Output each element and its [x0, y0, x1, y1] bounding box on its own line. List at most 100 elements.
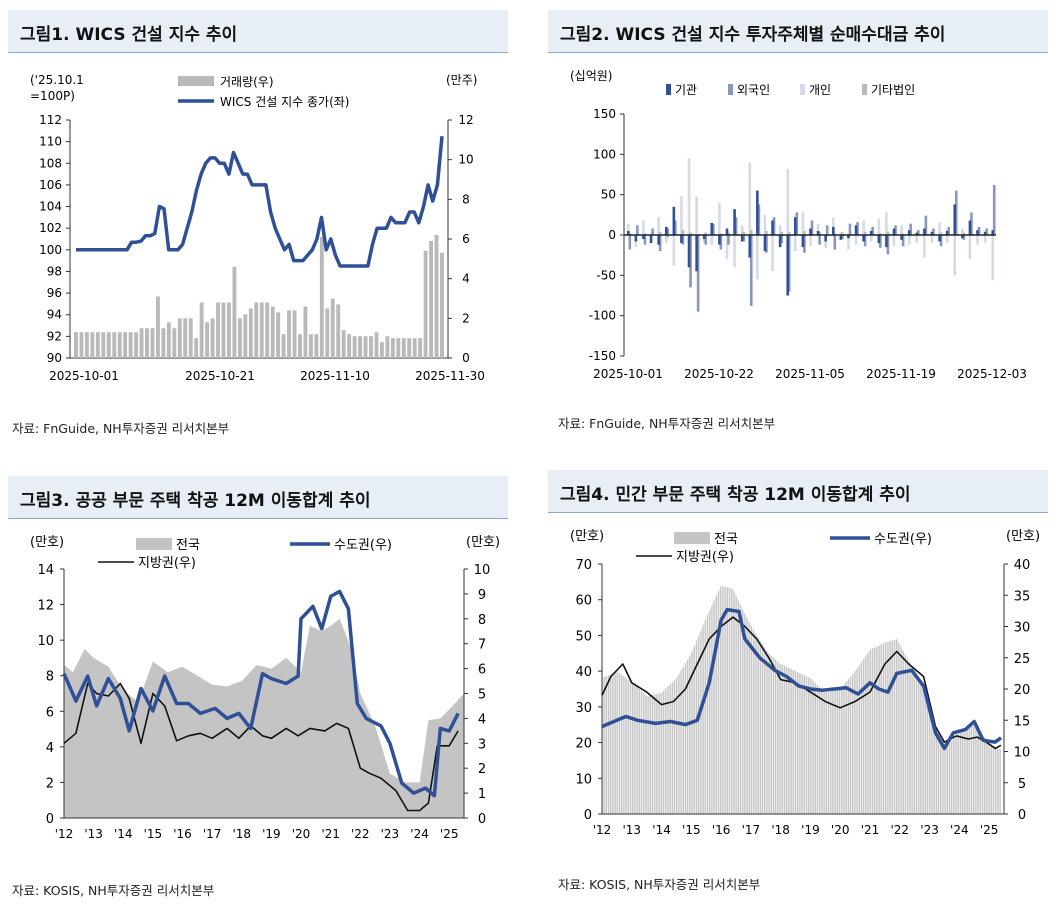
bar-0 — [725, 228, 729, 235]
bar-2 — [763, 214, 767, 235]
volume-bar — [292, 310, 297, 358]
bar-0 — [771, 220, 774, 235]
x-tick-label: '22 — [351, 827, 370, 841]
x-tick-label: '22 — [890, 823, 909, 837]
right-tick-label: 6 — [462, 232, 470, 246]
bar-1 — [674, 220, 677, 235]
bar-0 — [869, 230, 873, 235]
right-tick-label: 4 — [478, 712, 486, 727]
left-tick-label: 10 — [575, 772, 592, 787]
x-tick-label: 2025-10-21 — [185, 369, 255, 383]
volume-bar — [336, 304, 341, 358]
bar-0 — [968, 220, 972, 235]
right-tick-label: 5 — [478, 688, 486, 703]
bar-2 — [839, 231, 843, 235]
bar-2 — [877, 218, 881, 235]
bar-1 — [863, 235, 867, 247]
bar-2 — [847, 235, 850, 250]
right-tick-label: 8 — [462, 192, 470, 206]
x-tick-label: '15 — [144, 827, 163, 841]
volume-bar — [232, 266, 237, 358]
volume-bar — [112, 332, 117, 358]
legend-label-3: 기타법인 — [871, 83, 915, 97]
right-tick-label: 40 — [1014, 558, 1031, 573]
bar-0 — [801, 235, 805, 248]
volume-bar — [385, 336, 390, 358]
volume-bar — [128, 332, 133, 358]
right-tick-label: 2 — [478, 762, 486, 777]
bar-2 — [862, 220, 865, 235]
bar-2 — [976, 235, 979, 245]
nationwide-area — [64, 618, 464, 818]
bar-2 — [938, 222, 941, 235]
bar-0 — [634, 235, 638, 242]
x-tick-label: '23 — [381, 827, 400, 841]
figure-2-panel: 그림2. WICS 건설 지수 투자주체별 순매수대금 추이 (십억원) 기관 외국… — [548, 10, 1048, 440]
volume-bar — [150, 328, 155, 358]
x-tick-label: 2025-10-22 — [684, 367, 754, 381]
y-tick-label: -150 — [589, 349, 616, 363]
x-tick-label: 2025-11-05 — [775, 367, 845, 381]
bar-3 — [681, 230, 685, 235]
bar-1 — [962, 235, 966, 240]
bar-1 — [719, 235, 723, 250]
bar-0 — [847, 235, 850, 239]
bar-3 — [742, 231, 745, 235]
bar-2 — [657, 217, 660, 235]
figure-2-title-bar: 그림2. WICS 건설 지수 투자주체별 순매수대금 추이 — [548, 10, 1048, 53]
bar-0 — [983, 231, 987, 235]
bar-3 — [841, 232, 844, 235]
right-tick-label: 8 — [478, 613, 486, 628]
bar-1 — [848, 223, 852, 235]
bar-2 — [680, 196, 683, 235]
bar-2 — [672, 235, 676, 266]
right-tick-label: 5 — [1018, 777, 1026, 792]
bar-2 — [907, 235, 911, 245]
bar-3 — [780, 231, 783, 235]
bar-0 — [680, 235, 683, 244]
right-tick-label: 1 — [478, 787, 486, 802]
left-axis-label: (만호) — [30, 535, 64, 550]
volume-bar — [199, 302, 204, 358]
legend-swatch-0 — [666, 84, 671, 95]
volume-bar — [259, 302, 264, 358]
right-tick-label: 10 — [474, 563, 491, 578]
bar-1 — [772, 217, 776, 235]
bar-2 — [991, 235, 995, 281]
bar-1 — [871, 226, 875, 235]
x-tick-label: '12 — [55, 827, 74, 841]
volume-bar — [117, 332, 122, 358]
bar-1 — [795, 212, 799, 235]
x-tick-label: '16 — [173, 827, 192, 841]
volume-bar — [412, 338, 417, 358]
bar-1 — [803, 235, 806, 253]
left-tick-label: 10 — [37, 634, 54, 649]
left-tick-label: 110 — [39, 135, 62, 149]
bar-1 — [939, 235, 943, 247]
volume-bar — [308, 334, 313, 358]
volume-bar — [205, 322, 210, 358]
figure-4-panel: 그림4. 민간 부문 주택 착공 12M 이동합계 추이 (만호) (만호) 전국 수… — [548, 470, 1048, 900]
bar-2 — [664, 235, 668, 244]
right-tick-label: 3 — [478, 737, 486, 752]
bar-1 — [689, 235, 692, 288]
bar-0 — [664, 226, 668, 235]
x-tick-label: '13 — [84, 827, 103, 841]
bar-0 — [915, 232, 919, 235]
bar-2 — [961, 228, 964, 235]
volume-bar — [407, 338, 412, 358]
volume-bar — [84, 332, 89, 358]
x-tick-label: '18 — [771, 823, 790, 837]
bar-0 — [854, 225, 858, 235]
bar-0 — [991, 230, 995, 235]
bar-3 — [803, 230, 806, 235]
y-tick-label: 100 — [593, 147, 616, 161]
bar-3 — [879, 233, 882, 235]
bar-2 — [771, 235, 774, 272]
right-tick-label: 2 — [462, 311, 470, 325]
volume-bar — [106, 332, 111, 358]
volume-bar — [401, 338, 406, 358]
right-tick-label: 0 — [1018, 808, 1026, 823]
x-tick-label: '19 — [262, 827, 281, 841]
bar-3 — [628, 233, 632, 235]
